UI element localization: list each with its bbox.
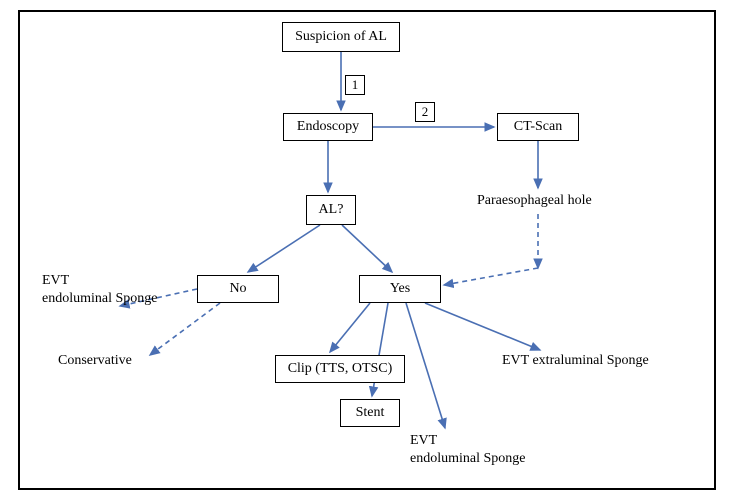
step-2: 2: [415, 102, 435, 122]
label-conservative: Conservative: [58, 352, 132, 370]
node-al: AL?: [306, 195, 356, 225]
label-paraesophageal: Paraesophageal hole: [477, 192, 592, 210]
node-suspicion: Suspicion of AL: [282, 22, 400, 52]
node-ctscan: CT-Scan: [497, 113, 579, 141]
label-evt-extraluminal: EVT extraluminal Sponge: [502, 352, 649, 370]
node-clip: Clip (TTS, OTSC): [275, 355, 405, 383]
label-evt-endoluminal-left: EVT endoluminal Sponge: [42, 272, 158, 307]
label-evt-endoluminal-right: EVT endoluminal Sponge: [410, 432, 526, 467]
step-1: 1: [345, 75, 365, 95]
node-no: No: [197, 275, 279, 303]
node-endoscopy: Endoscopy: [283, 113, 373, 141]
node-yes: Yes: [359, 275, 441, 303]
node-stent: Stent: [340, 399, 400, 427]
